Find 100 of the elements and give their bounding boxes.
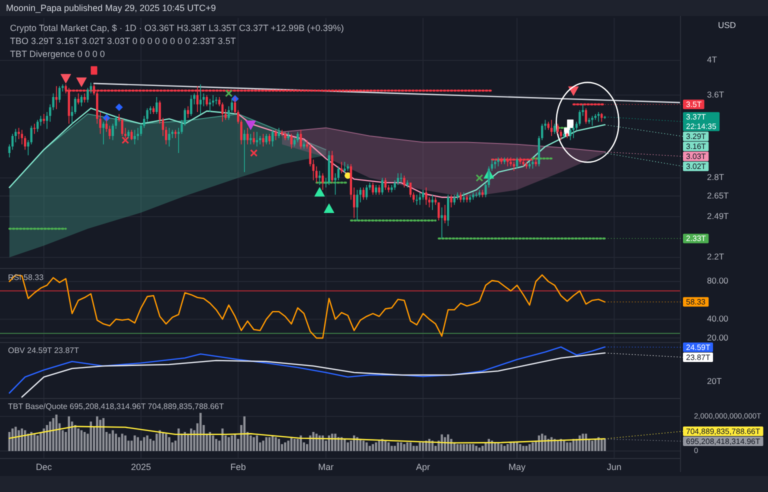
candlestick [199,84,202,114]
bar [268,437,271,452]
bar [296,438,299,452]
point [476,174,484,182]
bar [108,434,111,452]
bar [124,435,126,452]
bar [522,446,524,452]
bar [554,438,556,452]
bar [143,437,146,452]
bar [228,437,230,452]
line-series [282,127,606,152]
x-tick-label: Dec [36,462,52,472]
bar [146,435,148,452]
bar [265,437,268,452]
point [324,203,334,213]
chart-subtitle: Moonin_Papa published May 29, 2025 10:45 UTC+9 [6,3,216,13]
bar [262,440,264,452]
bar [390,446,393,452]
x-tick-label: Feb [230,462,246,472]
candlestick [258,136,262,144]
candlestick [243,130,246,172]
bar [440,434,443,452]
bar [27,434,30,452]
point [60,74,72,84]
bar [497,442,500,452]
y-tick-label: 80.00 [707,276,729,286]
bar [403,444,406,452]
bar [52,418,54,452]
bar [566,442,568,452]
bar [460,444,462,452]
bar [519,444,522,452]
bar [309,435,312,452]
bar [506,444,509,452]
bar [215,438,218,452]
candlestick [33,124,36,134]
bar [344,438,346,452]
bar [362,440,365,452]
bar [114,434,118,452]
y-axis-title: USD [718,20,736,30]
bar [134,435,136,452]
bar [136,437,139,452]
y-tick-label: 3.6T [707,89,724,100]
x-tick-label: Jun [606,462,622,472]
bar [425,440,428,452]
x-tick-label: Apr [416,462,430,472]
candlestick [42,114,45,124]
bar [478,448,481,452]
bar [40,432,42,452]
point [115,104,123,112]
bar [30,432,32,452]
bar [293,438,296,452]
candlestick [208,98,212,112]
y-tick-label: 2.65T [707,190,729,200]
point [567,120,574,128]
bar [99,420,102,452]
bar [256,435,258,452]
bar [456,444,459,452]
candlestick [102,122,105,144]
candlestick [444,204,446,224]
bar [140,440,142,452]
bar [462,444,465,452]
candlestick [534,157,537,166]
point [250,149,258,157]
bar [278,438,280,452]
bar [334,434,336,452]
candlestick [572,126,575,138]
text: 20T [707,376,722,386]
bar [252,437,255,452]
candlestick [418,192,422,205]
bar [322,435,324,452]
line-series [238,113,458,198]
bar [121,434,124,452]
bar [510,442,512,452]
bar [428,438,430,452]
x-tick-label: 2025 [131,462,152,472]
candlestick [400,173,402,183]
candlestick [494,160,496,169]
bar [300,435,302,452]
candlestick [55,86,58,110]
chart-title: TBT Base/Quote 695,208,418,314.96T 704,889,835,788.66T [8,402,224,411]
bar [287,440,290,452]
point [224,90,233,98]
y-tick-label: 2.49T [707,210,729,221]
bar [18,430,20,452]
bar [118,437,120,452]
bar [158,430,161,452]
candlestick [340,162,343,174]
point [122,136,130,144]
bar [500,444,502,452]
candlestick [136,128,139,140]
y-tick-label: 20.00 [707,332,729,342]
y-tick-label: 40.00 [707,313,729,324]
bar [80,430,83,452]
bar [156,434,158,452]
point [314,187,325,197]
bar [472,444,474,452]
bar [212,435,214,452]
bar [578,435,581,452]
bar [84,432,86,452]
bar [168,437,170,452]
